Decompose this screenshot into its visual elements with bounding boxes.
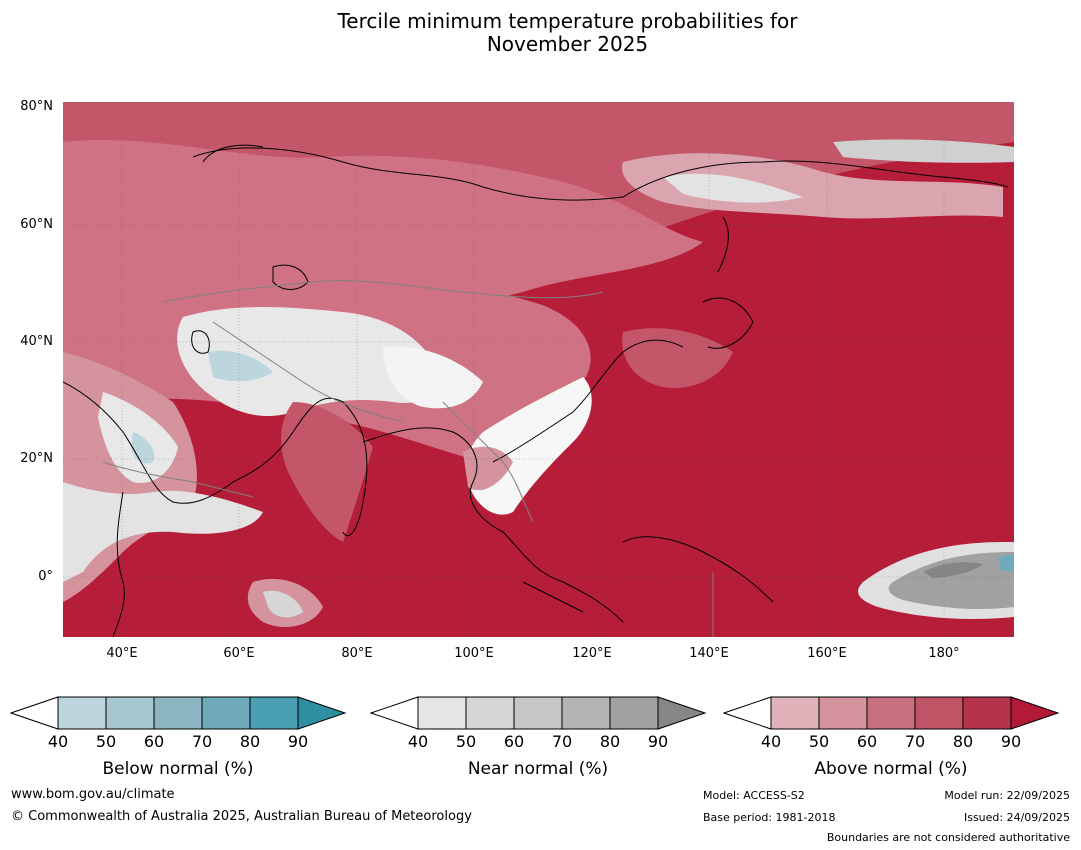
colorbar-above-tick: 50 <box>808 732 830 751</box>
lon-label: 40°E <box>106 646 138 661</box>
colorbar-above-tick: 90 <box>1000 732 1022 751</box>
model-name: Model: ACCESS-S2 <box>703 789 805 802</box>
colorbar-near-swatch <box>465 696 515 730</box>
colorbar-near-tick: 50 <box>455 732 477 751</box>
region-above-70-east-asia <box>622 328 733 388</box>
lon-label: 120°E <box>572 646 612 661</box>
lat-label: 0° <box>38 569 53 584</box>
colorbar-below <box>10 696 347 730</box>
colorbar-near-swatch <box>513 696 563 730</box>
region-near-central-asia <box>177 307 436 417</box>
colorbar-below-tick: 80 <box>239 732 261 751</box>
colorbar-below-max-arrow <box>297 696 347 730</box>
colorbar-above-tick: 70 <box>904 732 926 751</box>
colorbar-above-swatch <box>770 696 820 730</box>
colorbar-above-min-arrow <box>723 696 772 730</box>
lon-label: 140°E <box>689 646 729 661</box>
colorbar-above-swatch <box>866 696 916 730</box>
colorbar-above <box>723 696 1060 730</box>
colorbar-below-min-arrow <box>10 696 59 730</box>
colorbar-near-tick: 80 <box>599 732 621 751</box>
colorbar-above-max-arrow <box>1010 696 1060 730</box>
country-borders <box>102 280 714 637</box>
colorbar-near-swatch <box>417 696 467 730</box>
issued-date: Issued: 24/09/2025 <box>963 811 1070 824</box>
colorbar-near-max-arrow <box>657 696 707 730</box>
colorbar-below-swatch <box>105 696 155 730</box>
lon-label: 100°E <box>454 646 494 661</box>
region-near-pacific-core <box>923 562 983 578</box>
colorbar-below-swatch <box>249 696 299 730</box>
base-period: Base period: 1981-2018 <box>703 811 836 824</box>
colorbar-above-tick: 60 <box>856 732 878 751</box>
colorbar-below-tick: 70 <box>191 732 213 751</box>
chart-title: Tercile minimum temperature probabilitie… <box>0 10 1081 56</box>
region-below-central-asia <box>208 350 273 382</box>
colorbar-above-swatch <box>818 696 868 730</box>
lat-label: 60°N <box>20 217 53 232</box>
website-link[interactable]: www.bom.gov.au/climate <box>11 787 175 802</box>
colorbar-near-swatch <box>609 696 659 730</box>
colorbar-below-swatch <box>201 696 251 730</box>
lon-label: 180° <box>928 646 960 661</box>
region-near-arctic <box>833 139 1014 163</box>
map-svg <box>63 102 1014 637</box>
region-near-tibet <box>383 346 483 409</box>
lon-label: 160°E <box>807 646 847 661</box>
region-near-horn-africa <box>63 482 263 582</box>
copyright-text: © Commonwealth of Australia 2025, Austra… <box>11 809 472 824</box>
region-near-siberia <box>663 173 803 203</box>
region-below-pacific <box>998 554 1014 572</box>
colorbar-below-tick: 60 <box>143 732 165 751</box>
lon-label: 60°E <box>223 646 255 661</box>
colorbar-below-swatch <box>153 696 203 730</box>
colorbar-near-min-arrow <box>370 696 419 730</box>
model-run-date: Model run: 22/09/2025 <box>944 789 1070 802</box>
colorbar-below-tick: 50 <box>95 732 117 751</box>
region-near-indian-ocean <box>263 590 303 618</box>
lat-label: 20°N <box>20 451 53 466</box>
colorbar-below-swatch <box>57 696 107 730</box>
lat-label: 40°N <box>20 334 53 349</box>
colorbar-below-tick: 40 <box>47 732 69 751</box>
coastlines <box>63 144 1009 637</box>
colorbar-below-title: Below normal (%) <box>102 759 254 779</box>
colorbar-near-tick: 40 <box>407 732 429 751</box>
colorbar-above-title: Above normal (%) <box>814 759 968 779</box>
title-line-1: Tercile minimum temperature probabilitie… <box>337 9 798 33</box>
boundaries-disclaimer: Boundaries are not considered authoritat… <box>826 831 1070 844</box>
graticule <box>63 102 1014 637</box>
probability-map <box>63 102 1014 637</box>
colorbar-near-tick: 70 <box>551 732 573 751</box>
colorbar-near-swatch <box>561 696 611 730</box>
colorbar-above-tick: 80 <box>952 732 974 751</box>
lon-label: 80°E <box>341 646 373 661</box>
title-line-2: November 2025 <box>486 32 649 56</box>
colorbar-near-tick: 90 <box>647 732 669 751</box>
lat-label: 80°N <box>20 99 53 114</box>
colorbar-above-tick: 40 <box>760 732 782 751</box>
colorbar-near-tick: 60 <box>503 732 525 751</box>
colorbar-above-swatch <box>914 696 964 730</box>
colorbar-above-swatch <box>962 696 1012 730</box>
region-above-70-india <box>281 402 373 542</box>
region-above-50-siberia <box>622 153 1003 219</box>
colorbar-near <box>370 696 707 730</box>
region-near-pacific <box>888 552 1014 610</box>
colorbar-below-tick: 90 <box>287 732 309 751</box>
colorbar-near-title: Near normal (%) <box>467 759 609 779</box>
